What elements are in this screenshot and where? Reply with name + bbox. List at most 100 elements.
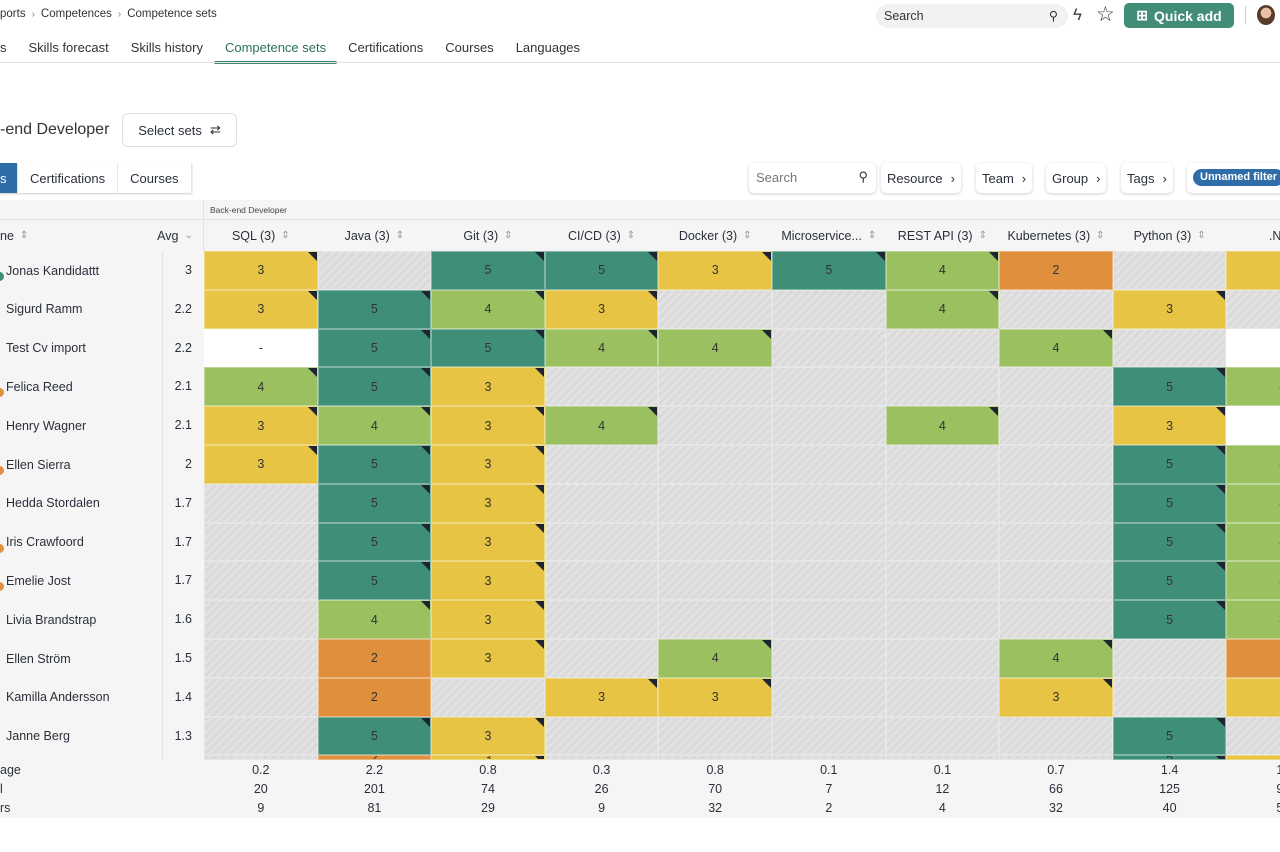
skill-cell[interactable]: [544, 445, 659, 484]
skill-cell[interactable]: 3: [1112, 289, 1227, 329]
skill-cell[interactable]: 2: [1226, 639, 1280, 678]
skill-cell[interactable]: 3: [1226, 677, 1280, 717]
skill-cell[interactable]: 3: [1226, 755, 1280, 760]
skill-cell[interactable]: 3: [431, 561, 545, 601]
skill-cell[interactable]: [999, 716, 1113, 756]
star-icon[interactable]: ☆: [1096, 3, 1115, 26]
breadcrumb-item[interactable]: ports: [0, 8, 26, 20]
skill-cell[interactable]: [885, 367, 1000, 407]
skill-cell[interactable]: [658, 561, 772, 601]
skill-cell[interactable]: [772, 639, 886, 678]
skill-cell[interactable]: 3: [204, 445, 318, 484]
tab-skills-history[interactable]: Skills history: [130, 40, 203, 55]
skill-cell[interactable]: 5: [317, 367, 432, 407]
segment-skills[interactable]: s: [0, 163, 18, 193]
skill-cell[interactable]: [544, 600, 659, 639]
person-name[interactable]: Ellen Ström: [6, 651, 71, 666]
skill-cell[interactable]: [544, 483, 659, 523]
column-header[interactable]: Python (3) ⇕: [1113, 220, 1227, 251]
skill-cell[interactable]: 3: [544, 289, 659, 329]
skill-cell[interactable]: [544, 716, 659, 756]
skill-cell[interactable]: [317, 251, 432, 290]
skill-cell[interactable]: 3: [431, 406, 545, 445]
global-search-input[interactable]: Search ⚲: [876, 4, 1068, 28]
lightning-icon[interactable]: ϟ: [1073, 5, 1082, 24]
tab-skills[interactable]: s: [0, 40, 7, 55]
skill-cell[interactable]: 3: [658, 677, 772, 717]
avg-column-header[interactable]: Avg ⌄: [150, 220, 200, 251]
skill-cell[interactable]: [431, 677, 545, 717]
resource-filter-button[interactable]: Resource ›: [881, 163, 961, 193]
skill-cell[interactable]: [204, 755, 318, 760]
tab-competence-sets[interactable]: Competence sets: [213, 38, 338, 64]
skill-cell[interactable]: 5: [431, 328, 545, 368]
skill-cell[interactable]: 4: [317, 600, 432, 639]
skill-cell[interactable]: 2: [999, 251, 1113, 290]
skill-cell[interactable]: 3: [204, 406, 318, 445]
skill-cell[interactable]: [772, 367, 886, 407]
skill-cell[interactable]: 5: [1112, 716, 1227, 756]
person-name[interactable]: Hedda Stordalen: [6, 496, 100, 511]
skill-cell[interactable]: [999, 406, 1113, 445]
select-sets-button[interactable]: Select sets ⇄: [122, 113, 237, 147]
skill-cell[interactable]: 4: [1226, 522, 1280, 562]
skill-cell[interactable]: 4: [885, 406, 1000, 445]
skill-cell[interactable]: 4: [999, 639, 1113, 678]
skill-cell[interactable]: [544, 755, 659, 760]
skill-cell[interactable]: [885, 522, 1000, 562]
skill-cell[interactable]: 5: [317, 716, 432, 756]
skill-cell[interactable]: [658, 445, 772, 484]
breadcrumb-item[interactable]: Competences: [40, 8, 112, 20]
skill-cell[interactable]: 3: [1226, 251, 1280, 290]
skill-cell[interactable]: 3: [431, 522, 545, 562]
skill-cell[interactable]: 4: [999, 328, 1113, 368]
skill-cell[interactable]: [772, 677, 886, 717]
column-header[interactable]: Microservice... ⇕: [772, 220, 886, 251]
skill-cell[interactable]: [999, 600, 1113, 639]
skill-cell[interactable]: [204, 716, 318, 756]
skill-cell[interactable]: 4: [885, 251, 1000, 290]
person-name[interactable]: Jonas Kandidattt: [6, 263, 100, 278]
skill-cell[interactable]: 5: [317, 483, 432, 523]
skill-cell[interactable]: [658, 600, 772, 639]
skill-cell[interactable]: [772, 483, 886, 523]
person-name[interactable]: Henry Wagner: [6, 418, 87, 433]
skill-cell[interactable]: [885, 639, 1000, 678]
skill-cell[interactable]: 5: [1112, 755, 1227, 760]
skill-cell[interactable]: 2: [317, 755, 432, 760]
skill-cell[interactable]: [1226, 328, 1280, 368]
skill-cell[interactable]: [1226, 406, 1280, 445]
filter-search-input[interactable]: Search ⚲: [749, 163, 876, 193]
person-name[interactable]: Iris Crawfoord: [6, 535, 84, 550]
skill-cell[interactable]: [658, 522, 772, 562]
skill-cell[interactable]: [885, 328, 1000, 368]
column-header[interactable]: Docker (3) ⇕: [658, 220, 772, 251]
skill-cell[interactable]: 5: [1112, 367, 1227, 407]
skill-cell[interactable]: [658, 716, 772, 756]
skill-cell[interactable]: 5: [544, 251, 659, 290]
skill-cell[interactable]: 4: [658, 328, 772, 368]
skill-cell[interactable]: [658, 406, 772, 445]
skill-cell[interactable]: [772, 406, 886, 445]
skill-cell[interactable]: 4: [1226, 561, 1280, 601]
segment-certifications[interactable]: Certifications: [18, 163, 119, 193]
skill-cell[interactable]: [658, 755, 772, 760]
skill-cell[interactable]: [544, 522, 659, 562]
skill-cell[interactable]: 4: [658, 639, 772, 678]
skill-cell[interactable]: [999, 561, 1113, 601]
person-name[interactable]: Emelie Jost: [6, 573, 71, 588]
skill-cell[interactable]: 5: [317, 522, 432, 562]
skill-cell[interactable]: [1112, 677, 1227, 717]
person-name[interactable]: Felica Reed: [6, 379, 73, 394]
column-header[interactable]: SQL (3) ⇕: [204, 220, 318, 251]
skill-cell[interactable]: 3: [204, 289, 318, 329]
skill-cell[interactable]: 3: [544, 677, 659, 717]
skill-cell[interactable]: 3: [999, 677, 1113, 717]
skill-cell[interactable]: 4: [1226, 445, 1280, 484]
skill-cell[interactable]: 3: [431, 755, 545, 760]
skill-cell[interactable]: [772, 561, 886, 601]
skill-cell[interactable]: [1112, 251, 1227, 290]
skill-cell[interactable]: 4: [1226, 483, 1280, 523]
skill-cell[interactable]: [1226, 716, 1280, 756]
person-name[interactable]: Kamilla Andersson: [6, 690, 110, 705]
